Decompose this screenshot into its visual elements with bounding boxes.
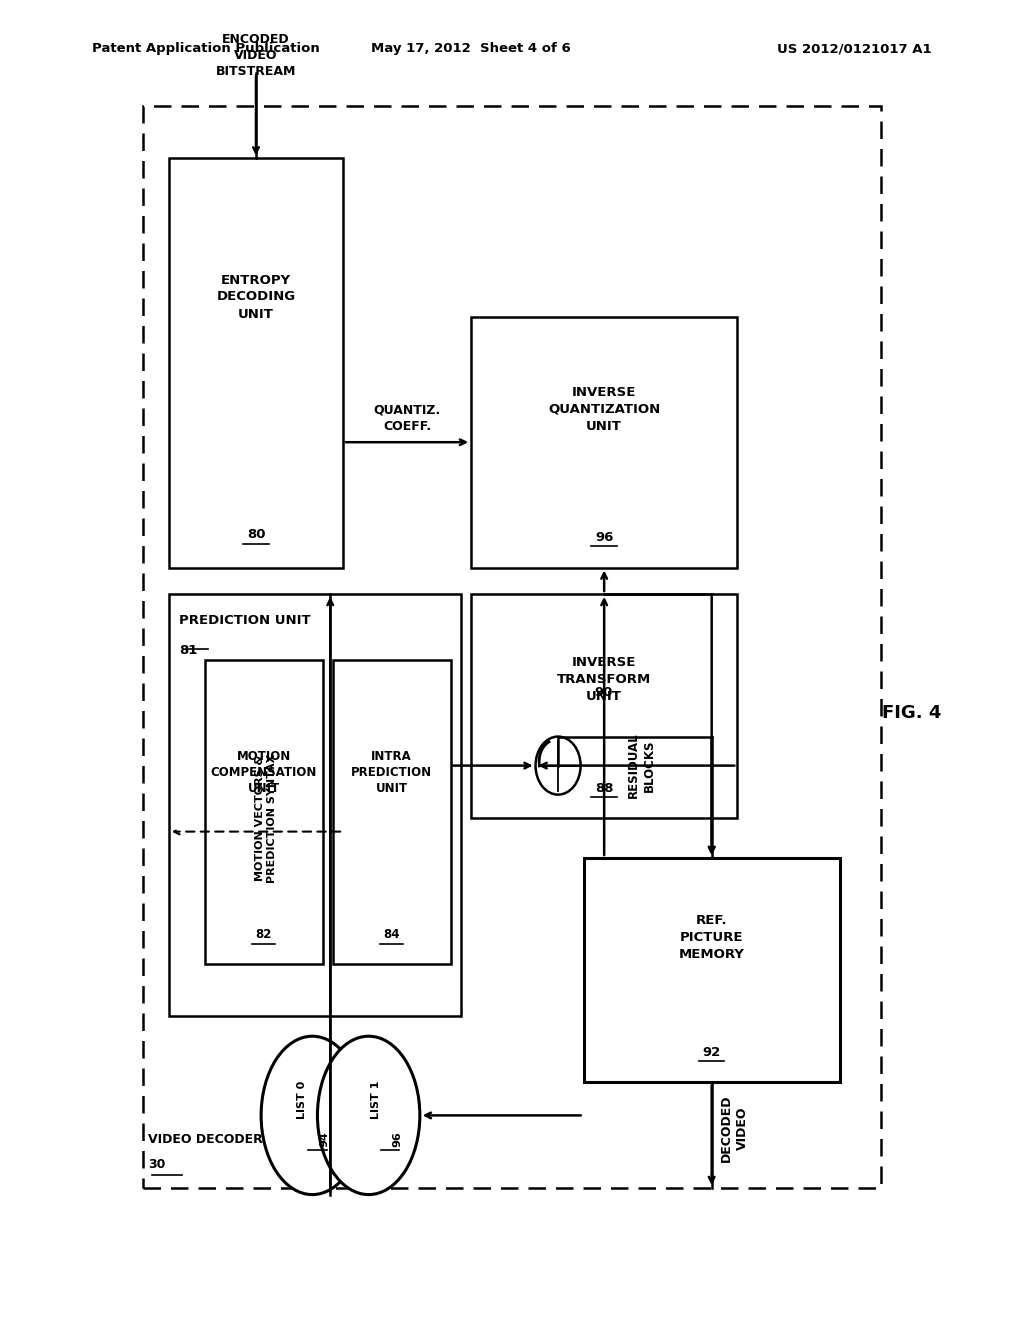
Text: May 17, 2012  Sheet 4 of 6: May 17, 2012 Sheet 4 of 6 [371, 42, 571, 55]
Bar [471, 594, 737, 818]
Text: 81: 81 [179, 644, 198, 657]
Text: PREDICTION UNIT: PREDICTION UNIT [179, 614, 311, 627]
Text: LIST 1: LIST 1 [371, 1080, 381, 1119]
Bar [333, 660, 451, 964]
Text: RESIDUAL
BLOCKS: RESIDUAL BLOCKS [627, 733, 656, 799]
Bar [205, 660, 323, 964]
Bar [471, 317, 737, 568]
Text: DECODED
VIDEO: DECODED VIDEO [720, 1094, 749, 1163]
Text: 96: 96 [392, 1131, 402, 1147]
Text: US 2012/0121017 A1: US 2012/0121017 A1 [777, 42, 932, 55]
Text: ENCODED
VIDEO
BITSTREAM: ENCODED VIDEO BITSTREAM [216, 33, 296, 78]
Text: 80: 80 [247, 528, 265, 541]
Text: FIG. 4: FIG. 4 [882, 704, 941, 722]
Bar [169, 158, 343, 568]
Text: 90: 90 [594, 686, 612, 700]
Text: 94: 94 [319, 1131, 330, 1147]
Text: 82: 82 [256, 928, 271, 941]
Text: 84: 84 [383, 928, 400, 941]
Ellipse shape [261, 1036, 364, 1195]
Text: 92: 92 [702, 1045, 721, 1059]
Text: MOTION
COMPENSATION
UNIT: MOTION COMPENSATION UNIT [211, 750, 316, 795]
Bar [169, 594, 461, 1016]
Text: MOTION VECTORS &
PREDICTION SYNTAX: MOTION VECTORS & PREDICTION SYNTAX [255, 754, 278, 883]
Text: 88: 88 [595, 781, 613, 795]
Text: INVERSE
TRANSFORM
UNIT: INVERSE TRANSFORM UNIT [557, 656, 651, 704]
Text: Patent Application Publication: Patent Application Publication [92, 42, 319, 55]
Text: QUANTIZ.
COEFF.: QUANTIZ. COEFF. [374, 404, 440, 433]
Text: ENTROPY
DECODING
UNIT: ENTROPY DECODING UNIT [216, 273, 296, 321]
Text: LIST 0: LIST 0 [297, 1081, 307, 1118]
Text: INVERSE
QUANTIZATION
UNIT: INVERSE QUANTIZATION UNIT [548, 385, 660, 433]
Text: 96: 96 [595, 531, 613, 544]
Bar [143, 106, 881, 1188]
Ellipse shape [317, 1036, 420, 1195]
Text: 30: 30 [148, 1158, 166, 1171]
Bar [584, 858, 840, 1082]
Text: REF.
PICTURE
MEMORY: REF. PICTURE MEMORY [679, 913, 744, 961]
Text: INTRA
PREDICTION
UNIT: INTRA PREDICTION UNIT [351, 750, 432, 795]
Text: VIDEO DECODER: VIDEO DECODER [148, 1133, 263, 1146]
